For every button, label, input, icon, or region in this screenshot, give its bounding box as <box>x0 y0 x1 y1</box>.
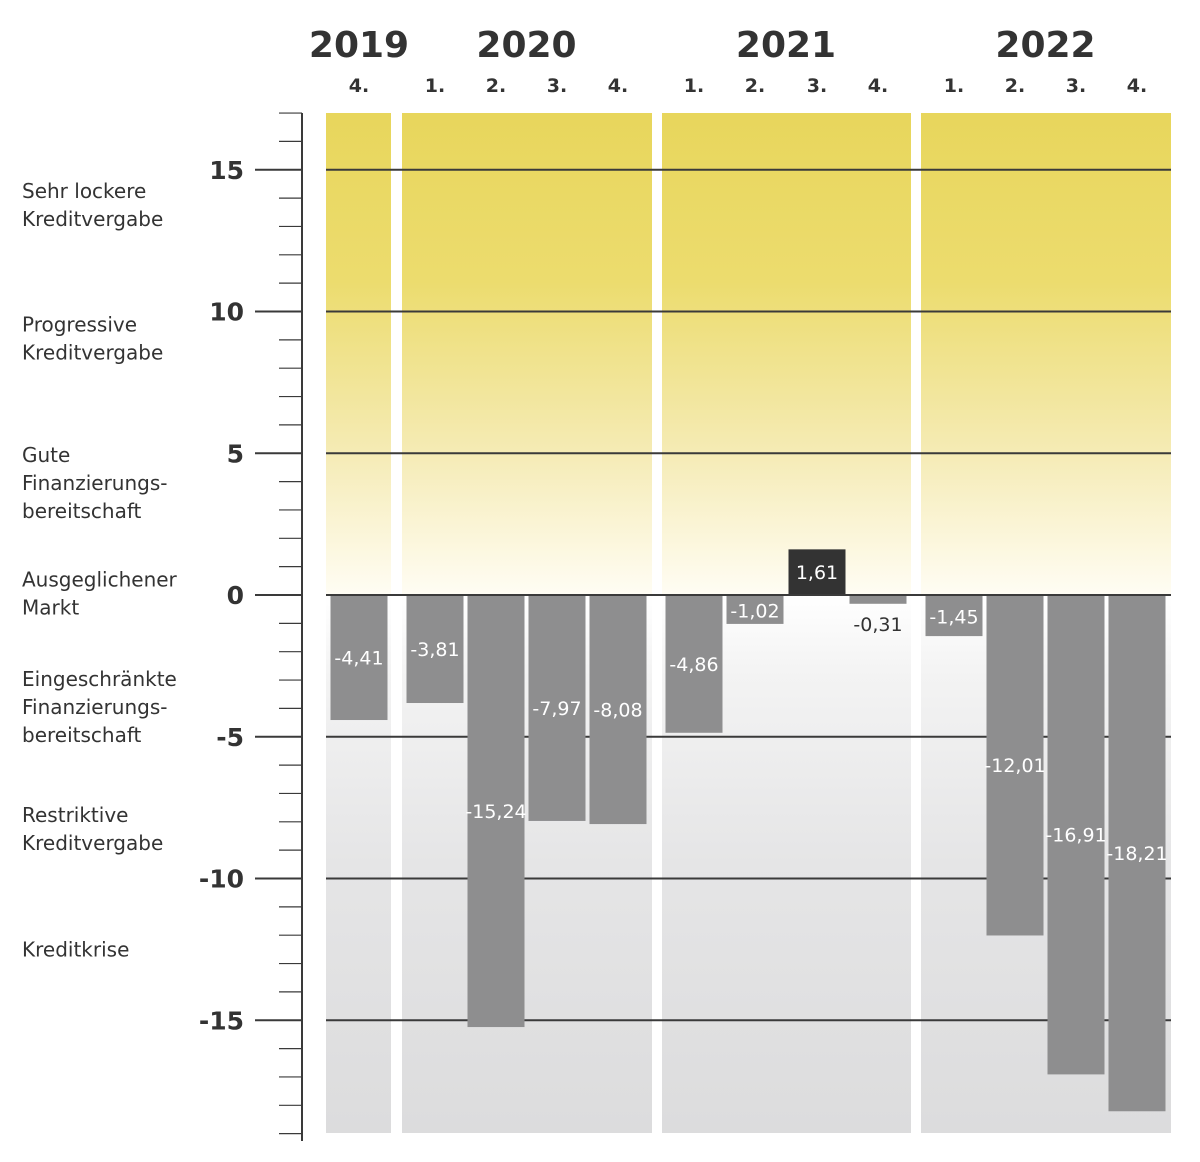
bar-value-label: -7,97 <box>532 698 581 720</box>
bar-value-label: -8,08 <box>593 700 642 722</box>
bar-value-label: -4,41 <box>334 648 383 670</box>
zone-label: Ausgeglichener Markt <box>22 568 178 620</box>
quarter-label: 3. <box>1066 75 1086 97</box>
bar-2020-q4 <box>589 595 647 825</box>
zone-label-line: Kreditkrise <box>22 937 129 961</box>
y-axis: 15 10 5 0 -5 -10 -15 <box>199 112 303 1141</box>
bar-value-label: -3,81 <box>410 639 459 661</box>
bar-2019-q1 <box>330 595 388 721</box>
zone-label-line: bereitschaft <box>22 499 142 523</box>
zone-label: Progressive Kreditvergabe <box>22 312 163 364</box>
quarter-label: 2. <box>1005 75 1025 97</box>
quarter-label: 2. <box>745 75 765 97</box>
band-positive-2020 <box>402 113 652 595</box>
zone-label-line: Finanzierungs- <box>22 471 167 495</box>
y-tick-label: 15 <box>209 156 244 185</box>
quarter-label: 1. <box>684 75 704 97</box>
zone-label-line: Sehr lockere <box>22 179 146 203</box>
bar-2020-q1 <box>406 595 464 704</box>
bar-value-label: -1,45 <box>929 607 978 629</box>
zone-label-line: Progressive <box>22 312 137 336</box>
zone-label-line: bereitschaft <box>22 723 142 747</box>
zone-label-line: Markt <box>22 596 79 620</box>
bar-value-label: -0,31 <box>853 614 902 636</box>
zone-label: Restriktive Kreditvergabe <box>22 803 163 855</box>
quarter-label: 4. <box>1127 75 1147 97</box>
bar-value-label: -4,86 <box>669 654 718 676</box>
quarter-label: 3. <box>547 75 567 97</box>
band-positive-2022 <box>921 113 1171 595</box>
bar-2021-q4 <box>849 595 907 604</box>
bar-value-label: -12,01 <box>984 755 1045 777</box>
bar-2022-q3 <box>1047 595 1105 1075</box>
year-label-2022: 2022 <box>995 25 1095 66</box>
bar-2021-q3 <box>788 549 846 595</box>
quarter-label: 2. <box>486 75 506 97</box>
bar-2022-q4 <box>1108 595 1166 1112</box>
y-tick-label: -10 <box>199 865 244 894</box>
quarter-label: 1. <box>425 75 445 97</box>
zone-label-line: Finanzierungs- <box>22 695 167 719</box>
zone-label-line: Kreditvergabe <box>22 207 163 231</box>
y-tick-label: 5 <box>227 439 244 468</box>
quarter-label: 3. <box>807 75 827 97</box>
zone-label-line: Ausgeglichener <box>22 568 178 592</box>
bar-value-label: -1,02 <box>730 600 779 622</box>
zone-label: Sehr lockere Kreditvergabe <box>22 179 163 231</box>
y-tick-label: 10 <box>209 298 244 327</box>
year-label-2021: 2021 <box>736 25 836 66</box>
zone-label-line: Restriktive <box>22 803 128 827</box>
bar-value-label: -15,24 <box>465 801 526 823</box>
bar-2021-q1 <box>665 595 723 733</box>
zone-label-line: Kreditvergabe <box>22 340 163 364</box>
bar-2022-q2 <box>986 595 1044 936</box>
year-label-2020: 2020 <box>476 25 576 66</box>
quarter-label: 4. <box>868 75 888 97</box>
band-positive-2021 <box>662 113 911 595</box>
zone-label: Kreditkrise <box>22 937 129 961</box>
quarter-label: 1. <box>944 75 964 97</box>
zone-label-line: Eingeschränkte <box>22 667 177 691</box>
bar-2022-q1 <box>925 595 983 637</box>
year-label-2019: 2019 <box>309 25 409 66</box>
zone-label: Gute Finanzierungs-bereitschaft <box>22 443 167 523</box>
y-tick-label: 0 <box>227 581 244 610</box>
bar-2021-q2 <box>726 595 784 624</box>
year-quarter-headers: 2019 4. 2020 1. 2. 3. 4. 2021 1. 2. 3. 4. 2022 1. 2. 3.… <box>309 25 1147 97</box>
bar-value-label: -18,21 <box>1106 843 1167 865</box>
zone-label-line: Kreditvergabe <box>22 831 163 855</box>
zone-label: Eingeschränkte Finanzierungs-bereitschaft <box>22 667 177 747</box>
quarter-label: 4. <box>349 75 369 97</box>
bars: -4,41 -3,81 -15,24 -7,97 -8,08 -4,86 -1,02 1,61… <box>326 549 1171 1112</box>
zone-labels: Sehr lockere Kreditvergabe Progressive Kred… <box>22 179 178 961</box>
bar-value-label: 1,61 <box>796 562 838 584</box>
band-positive-2019 <box>326 113 391 595</box>
bar-value-label: -16,91 <box>1045 825 1106 847</box>
zone-label-line: Gute <box>22 443 70 467</box>
bar-2020-q3 <box>528 595 586 821</box>
bar-2020-q2 <box>467 595 525 1028</box>
y-tick-label: -15 <box>199 1006 244 1035</box>
y-tick-label: -5 <box>216 723 244 752</box>
quarter-label: 4. <box>608 75 628 97</box>
